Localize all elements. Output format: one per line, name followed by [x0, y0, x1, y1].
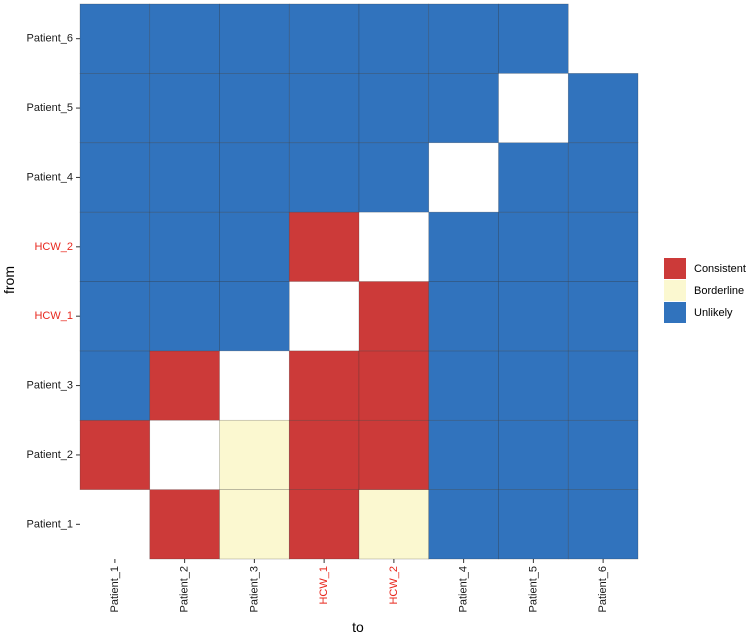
cell-patient-4-to-patient-3	[219, 142, 290, 213]
y-tick-label-hcw-1: HCW_1	[34, 310, 73, 322]
cell-patient-1-to-patient-3	[219, 489, 290, 560]
y-tick-label-patient-5: Patient_5	[27, 102, 73, 114]
cell-patient-6-to-hcw-1	[288, 3, 360, 74]
heatmap-cells	[79, 3, 639, 560]
cell-patient-3-to-patient-4	[428, 350, 499, 421]
cell-patient-6-to-patient-5	[498, 3, 569, 74]
cell-patient-6-to-patient-4	[428, 3, 499, 74]
cell-patient-4-to-hcw-1	[288, 142, 360, 213]
cell-patient-1-to-hcw-2	[358, 489, 430, 560]
cell-patient-6-to-patient-3	[219, 3, 290, 74]
cell-patient-2-to-patient-4	[428, 419, 499, 490]
x-tick-label-patient-2: Patient_2	[179, 566, 191, 612]
cell-patient-6-to-hcw-2	[358, 3, 430, 74]
cell-hcw-2-to-patient-4	[428, 211, 499, 282]
y-tick-label-patient-1: Patient_1	[27, 518, 73, 530]
cell-patient-2-to-patient-6	[567, 419, 639, 490]
y-tick-label-patient-4: Patient_4	[27, 171, 73, 183]
cell-hcw-1-to-hcw-2	[358, 281, 430, 352]
cell-patient-4-to-patient-2	[149, 142, 220, 213]
cell-patient-5-to-patient-1	[79, 73, 151, 144]
x-tick-label-hcw-1: HCW_1	[318, 566, 330, 605]
cell-hcw-2-to-patient-3	[219, 211, 290, 282]
cell-patient-4-to-hcw-2	[358, 142, 430, 213]
cell-patient-4-to-patient-6	[567, 142, 639, 213]
cell-patient-5-to-patient-4	[428, 73, 499, 144]
cell-hcw-2-to-hcw-1	[288, 211, 360, 282]
cell-patient-1-to-hcw-1	[288, 489, 360, 560]
cell-patient-2-to-hcw-2	[358, 419, 430, 490]
cell-patient-1-to-patient-5	[498, 489, 569, 560]
cell-hcw-1-to-patient-5	[498, 281, 569, 352]
cell-patient-5-to-patient-3	[219, 73, 290, 144]
x-tick-label-patient-5: Patient_5	[527, 566, 539, 612]
cell-patient-4-to-patient-1	[79, 142, 151, 213]
cell-hcw-2-to-patient-1	[79, 211, 151, 282]
cell-patient-1-to-patient-2	[149, 489, 220, 560]
cell-patient-2-to-patient-5	[498, 419, 569, 490]
legend-key-consistent	[664, 258, 686, 279]
y-axis-ticks: Patient_1 Patient_2 Patient_3 HCW_1 HCW_2 Pat…	[27, 33, 80, 530]
cell-patient-4-to-patient-5	[498, 142, 569, 213]
y-tick-label-hcw-2: HCW_2	[34, 241, 73, 253]
cell-hcw-1-to-patient-3	[219, 281, 290, 352]
y-tick-label-patient-2: Patient_2	[27, 449, 73, 461]
cell-patient-5-to-patient-2	[149, 73, 220, 144]
cell-patient-5-to-hcw-2	[358, 73, 430, 144]
legend-key-borderline	[664, 280, 686, 301]
x-axis-title: to	[352, 619, 364, 635]
legend-label-unlikely: Unlikely	[694, 307, 733, 319]
cell-patient-2-to-hcw-1	[288, 419, 360, 490]
cell-patient-3-to-patient-5	[498, 350, 569, 421]
cell-hcw-2-to-patient-2	[149, 211, 220, 282]
x-axis-ticks: Patient_1 Patient_2 Patient_3 HCW_1 HCW_2 Pat…	[109, 559, 609, 612]
y-axis-title: from	[1, 266, 17, 294]
cell-patient-6-to-patient-2	[149, 3, 220, 74]
x-tick-label-hcw-2: HCW_2	[388, 566, 400, 605]
legend-key-unlikely	[664, 302, 686, 323]
x-tick-label-patient-1: Patient_1	[109, 566, 121, 612]
legend: Consistent Borderline Unlikely	[664, 258, 746, 323]
cell-patient-3-to-patient-2	[149, 350, 220, 421]
cell-patient-1-to-patient-6	[567, 489, 639, 560]
cell-patient-5-to-patient-6	[567, 73, 639, 144]
y-tick-label-patient-3: Patient_3	[27, 380, 73, 392]
legend-label-consistent: Consistent	[694, 263, 746, 275]
cell-patient-2-to-patient-1	[79, 419, 151, 490]
cell-hcw-1-to-patient-4	[428, 281, 499, 352]
cell-hcw-1-to-patient-2	[149, 281, 220, 352]
cell-hcw-1-to-patient-1	[79, 281, 151, 352]
x-tick-label-patient-4: Patient_4	[458, 566, 470, 612]
cell-patient-5-to-hcw-1	[288, 73, 360, 144]
cell-hcw-2-to-patient-5	[498, 211, 569, 282]
x-tick-label-patient-3: Patient_3	[248, 566, 260, 612]
cell-patient-3-to-patient-6	[567, 350, 639, 421]
cell-hcw-2-to-patient-6	[567, 211, 639, 282]
legend-label-borderline: Borderline	[694, 285, 744, 297]
x-tick-label-patient-6: Patient_6	[597, 566, 609, 612]
cell-patient-2-to-patient-3	[219, 419, 290, 490]
y-tick-label-patient-6: Patient_6	[27, 33, 73, 45]
cell-patient-6-to-patient-1	[79, 3, 151, 74]
cell-patient-3-to-hcw-1	[288, 350, 360, 421]
cell-patient-3-to-patient-1	[79, 350, 151, 421]
cell-patient-3-to-hcw-2	[358, 350, 430, 421]
cell-hcw-1-to-patient-6	[567, 281, 639, 352]
cell-patient-1-to-patient-4	[428, 489, 499, 560]
